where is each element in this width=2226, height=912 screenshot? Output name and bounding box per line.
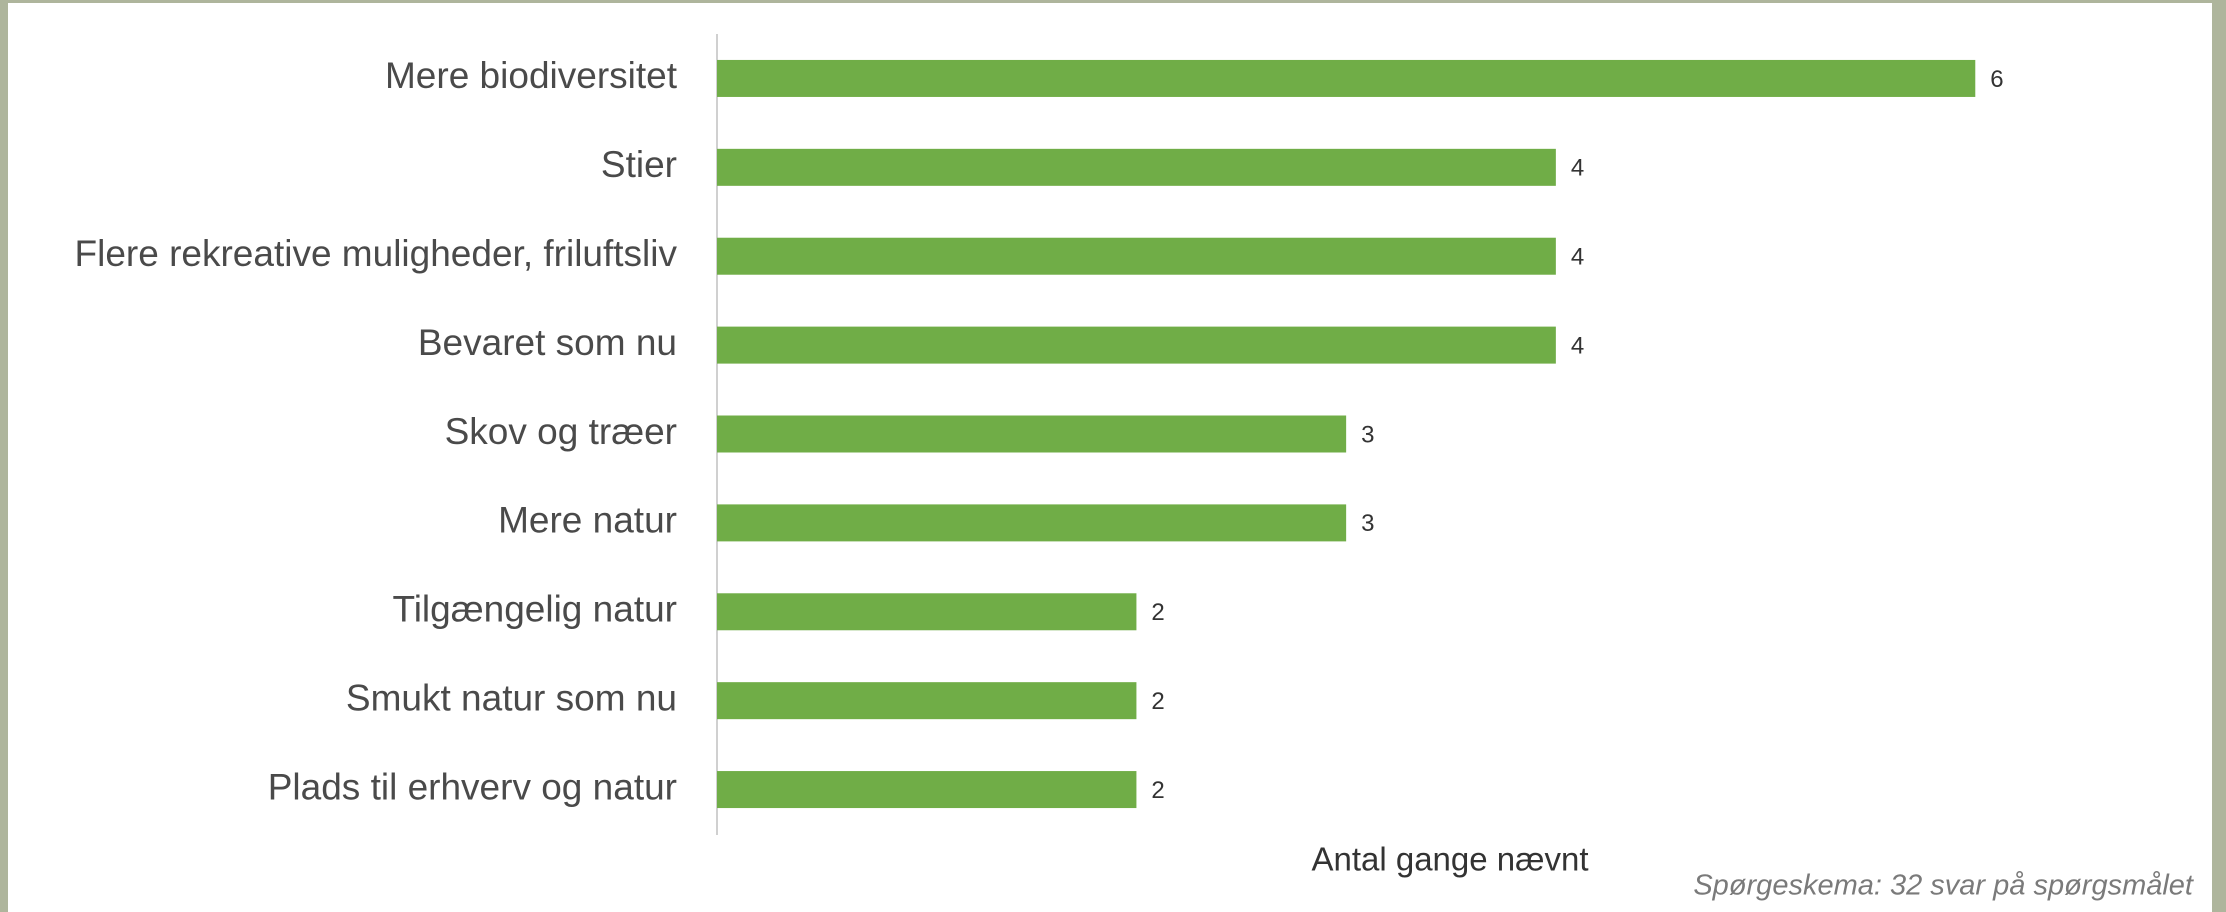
value-label: 2: [1151, 688, 1164, 715]
value-label: 4: [1571, 155, 1584, 182]
bar: [717, 148, 1556, 186]
value-label: 2: [1151, 599, 1164, 626]
value-label: 6: [1990, 66, 2003, 93]
value-label: 4: [1571, 332, 1584, 359]
value-label: 2: [1151, 777, 1164, 804]
bar: [717, 326, 1556, 364]
x-axis-title: Antal gange nævnt: [1311, 841, 1588, 878]
bar: [717, 415, 1347, 453]
category-label: Stier: [601, 144, 677, 185]
category-label: Tilgængelig natur: [392, 589, 677, 630]
value-label: 3: [1361, 510, 1374, 537]
footnote: Spørgeskema: 32 svar på spørgsmålet: [1693, 870, 2195, 902]
bar: [717, 504, 1347, 542]
value-label: 4: [1571, 244, 1584, 271]
bar: [717, 682, 1137, 720]
category-label: Mere natur: [498, 500, 677, 541]
bar: [717, 59, 1976, 97]
value-label: 3: [1361, 421, 1374, 448]
category-label: Plads til erhverv og natur: [268, 766, 677, 807]
category-label: Skov og træer: [445, 411, 677, 452]
bar: [717, 237, 1556, 275]
category-label: Smukt natur som nu: [346, 677, 677, 718]
category-label: Bevaret som nu: [418, 322, 677, 363]
category-label: Mere biodiversitet: [385, 55, 678, 96]
bar: [717, 593, 1137, 631]
bar: [717, 771, 1137, 809]
category-label: Flere rekreative muligheder, friluftsliv: [75, 233, 678, 274]
